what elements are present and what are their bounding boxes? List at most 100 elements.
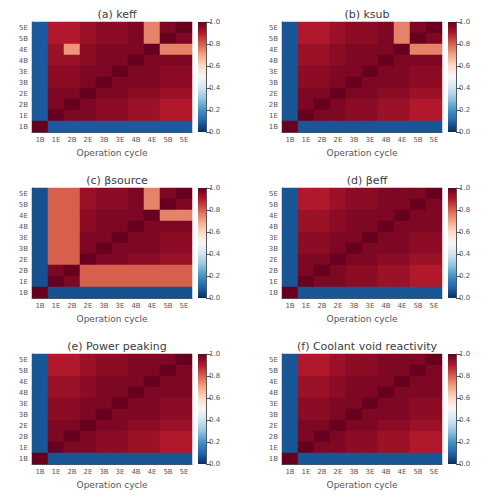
svg-text:5E: 5E bbox=[180, 136, 189, 144]
svg-text:0.6: 0.6 bbox=[209, 228, 221, 236]
svg-text:(f) Coolant void reactivity: (f) Coolant void reactivity bbox=[297, 340, 438, 353]
svg-text:1B: 1B bbox=[285, 468, 294, 476]
svg-text:3E: 3E bbox=[19, 234, 28, 242]
svg-text:1E: 1E bbox=[19, 444, 28, 452]
svg-text:5E: 5E bbox=[269, 190, 278, 198]
svg-text:1E: 1E bbox=[269, 444, 278, 452]
svg-text:1.0: 1.0 bbox=[459, 18, 470, 26]
svg-text:2E: 2E bbox=[269, 256, 278, 264]
svg-text:4B: 4B bbox=[381, 468, 390, 476]
svg-text:Operation cycle: Operation cycle bbox=[327, 148, 398, 158]
svg-text:1E: 1E bbox=[269, 112, 278, 120]
svg-text:3E: 3E bbox=[19, 400, 28, 408]
svg-text:4B: 4B bbox=[131, 136, 140, 144]
svg-text:2B: 2B bbox=[317, 468, 326, 476]
svg-text:5B: 5B bbox=[413, 302, 422, 310]
svg-text:2B: 2B bbox=[67, 302, 76, 310]
svg-text:0.6: 0.6 bbox=[209, 62, 221, 70]
svg-text:4E: 4E bbox=[398, 136, 407, 144]
svg-text:4B: 4B bbox=[269, 223, 278, 231]
svg-text:1B: 1B bbox=[35, 468, 44, 476]
svg-text:Operation cycle: Operation cycle bbox=[327, 314, 398, 324]
svg-text:4B: 4B bbox=[269, 389, 278, 397]
svg-text:0.2: 0.2 bbox=[209, 106, 220, 114]
svg-text:3E: 3E bbox=[116, 468, 125, 476]
svg-text:4B: 4B bbox=[381, 302, 390, 310]
svg-text:1.0: 1.0 bbox=[459, 350, 470, 358]
svg-text:Operation cycle: Operation cycle bbox=[77, 480, 148, 490]
svg-text:(d) βeff: (d) βeff bbox=[347, 174, 388, 187]
svg-text:2B: 2B bbox=[269, 101, 278, 109]
svg-text:5E: 5E bbox=[19, 190, 28, 198]
svg-text:1E: 1E bbox=[19, 278, 28, 286]
svg-text:0.4: 0.4 bbox=[209, 416, 221, 424]
svg-text:0.6: 0.6 bbox=[209, 394, 221, 402]
svg-text:4E: 4E bbox=[269, 46, 278, 54]
svg-text:2B: 2B bbox=[317, 136, 326, 144]
svg-text:2E: 2E bbox=[334, 302, 343, 310]
svg-text:2E: 2E bbox=[84, 302, 93, 310]
svg-text:2B: 2B bbox=[269, 433, 278, 441]
svg-text:Operation cycle: Operation cycle bbox=[77, 148, 148, 158]
svg-text:5E: 5E bbox=[269, 24, 278, 32]
svg-text:5B: 5B bbox=[19, 201, 28, 209]
svg-text:1B: 1B bbox=[285, 136, 294, 144]
svg-text:1E: 1E bbox=[269, 278, 278, 286]
svg-text:4B: 4B bbox=[381, 136, 390, 144]
svg-text:0.2: 0.2 bbox=[459, 438, 470, 446]
svg-text:3E: 3E bbox=[366, 136, 375, 144]
svg-text:4E: 4E bbox=[148, 136, 157, 144]
svg-text:2E: 2E bbox=[19, 422, 28, 430]
svg-text:5B: 5B bbox=[269, 35, 278, 43]
svg-text:5B: 5B bbox=[163, 302, 172, 310]
svg-text:5E: 5E bbox=[430, 302, 439, 310]
svg-text:0.2: 0.2 bbox=[459, 106, 470, 114]
svg-text:0.6: 0.6 bbox=[459, 228, 471, 236]
svg-text:5E: 5E bbox=[180, 468, 189, 476]
svg-text:2E: 2E bbox=[269, 422, 278, 430]
svg-text:4E: 4E bbox=[19, 212, 28, 220]
svg-text:4E: 4E bbox=[19, 46, 28, 54]
svg-text:0.8: 0.8 bbox=[459, 40, 470, 48]
svg-text:2E: 2E bbox=[269, 90, 278, 98]
svg-text:3B: 3B bbox=[349, 468, 358, 476]
svg-text:0.2: 0.2 bbox=[459, 272, 470, 280]
svg-text:3E: 3E bbox=[269, 400, 278, 408]
svg-text:1B: 1B bbox=[19, 455, 28, 463]
svg-text:1E: 1E bbox=[52, 302, 61, 310]
svg-text:1E: 1E bbox=[19, 112, 28, 120]
svg-text:5B: 5B bbox=[413, 468, 422, 476]
svg-text:4B: 4B bbox=[131, 302, 140, 310]
svg-text:2E: 2E bbox=[19, 256, 28, 264]
svg-text:2B: 2B bbox=[67, 136, 76, 144]
svg-text:(e) Power peaking: (e) Power peaking bbox=[67, 340, 166, 353]
svg-text:0.2: 0.2 bbox=[209, 438, 220, 446]
svg-text:2E: 2E bbox=[334, 136, 343, 144]
svg-text:4B: 4B bbox=[131, 468, 140, 476]
svg-text:0.0: 0.0 bbox=[459, 128, 470, 136]
svg-text:4E: 4E bbox=[148, 302, 157, 310]
svg-text:4E: 4E bbox=[398, 468, 407, 476]
svg-text:0.4: 0.4 bbox=[209, 250, 221, 258]
svg-text:0.8: 0.8 bbox=[459, 372, 470, 380]
svg-text:3E: 3E bbox=[269, 234, 278, 242]
svg-text:Operation cycle: Operation cycle bbox=[77, 314, 148, 324]
svg-text:4B: 4B bbox=[269, 57, 278, 65]
svg-text:0.4: 0.4 bbox=[459, 416, 471, 424]
svg-text:5B: 5B bbox=[19, 367, 28, 375]
svg-text:3B: 3B bbox=[99, 468, 108, 476]
svg-text:3E: 3E bbox=[366, 302, 375, 310]
svg-text:5B: 5B bbox=[163, 468, 172, 476]
svg-text:0.4: 0.4 bbox=[209, 84, 221, 92]
svg-text:1B: 1B bbox=[35, 302, 44, 310]
svg-text:2E: 2E bbox=[84, 136, 93, 144]
svg-text:5B: 5B bbox=[413, 136, 422, 144]
svg-text:5B: 5B bbox=[269, 367, 278, 375]
svg-text:4E: 4E bbox=[269, 378, 278, 386]
svg-text:3B: 3B bbox=[19, 411, 28, 419]
svg-text:2B: 2B bbox=[19, 433, 28, 441]
svg-text:3B: 3B bbox=[19, 79, 28, 87]
svg-text:0.0: 0.0 bbox=[459, 294, 470, 302]
svg-text:(a) keff: (a) keff bbox=[97, 8, 137, 21]
svg-text:Operation cycle: Operation cycle bbox=[327, 480, 398, 490]
